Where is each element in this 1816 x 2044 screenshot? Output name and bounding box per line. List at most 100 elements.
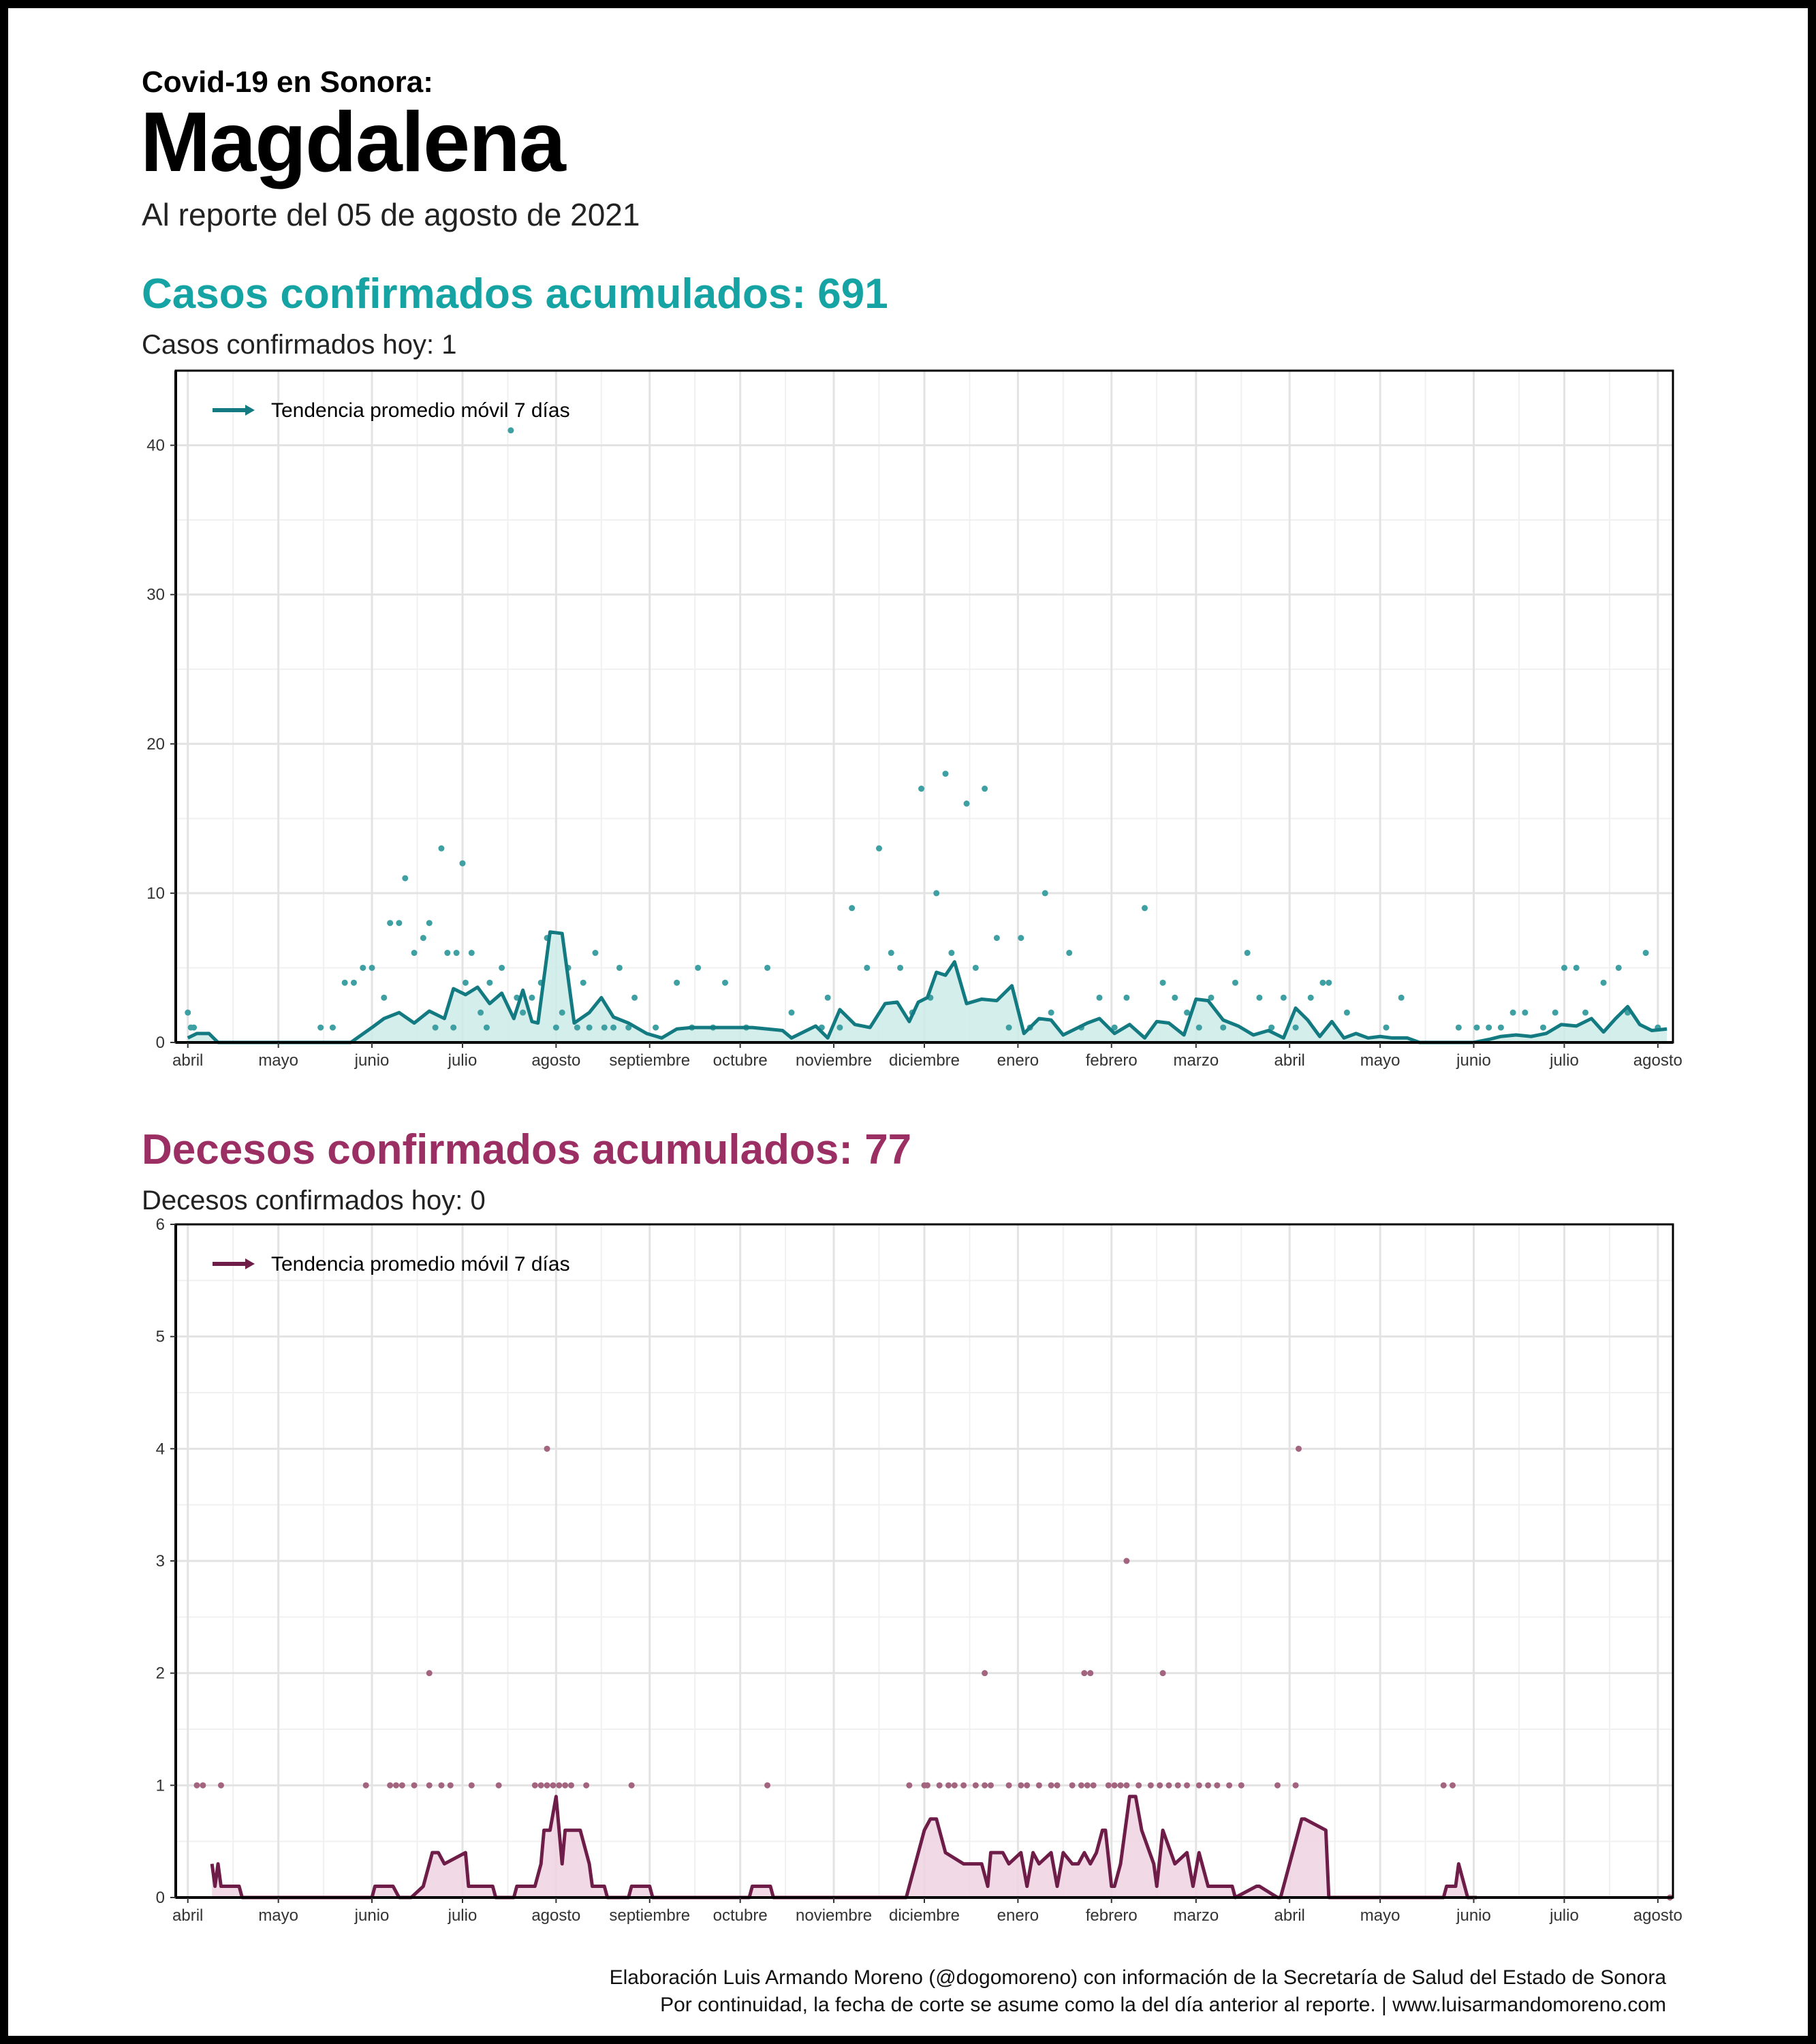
x-tick-label: noviembre	[796, 1906, 872, 1925]
data-point	[559, 1009, 565, 1016]
data-point	[544, 1782, 550, 1788]
trend-line	[210, 1795, 1477, 1900]
data-point	[628, 1782, 635, 1788]
data-point	[1208, 994, 1215, 1001]
y-tick-label: 3	[156, 1552, 165, 1570]
data-point	[948, 950, 955, 957]
data-point	[185, 1009, 191, 1016]
data-point	[951, 1782, 958, 1788]
data-point	[544, 1445, 550, 1452]
data-point	[329, 1024, 336, 1031]
data-point	[586, 1024, 593, 1031]
y-tick-label: 0	[156, 1889, 165, 1907]
data-point	[462, 979, 469, 986]
data-point	[450, 1024, 457, 1031]
data-point	[1307, 994, 1314, 1001]
data-point	[945, 1782, 952, 1788]
data-point	[674, 979, 680, 986]
data-point	[483, 1024, 490, 1031]
data-point	[963, 800, 970, 807]
data-point	[1383, 1024, 1390, 1031]
y-tick-label: 10	[146, 884, 165, 903]
data-point	[1117, 1782, 1124, 1788]
data-point	[453, 950, 460, 957]
cases-today: Casos confirmados hoy: 1	[142, 330, 457, 360]
data-point	[468, 950, 475, 957]
y-tick-label: 2	[156, 1664, 165, 1683]
cases-heading: Casos confirmados acumulados: 691	[142, 270, 888, 318]
legend-label: Tendencia promedio móvil 7 días	[271, 399, 570, 422]
data-point	[432, 1024, 439, 1031]
data-point	[191, 1024, 198, 1031]
data-point	[1486, 1024, 1492, 1031]
data-point	[1054, 1782, 1061, 1788]
data-point	[369, 964, 375, 971]
data-point	[960, 1782, 967, 1788]
x-tick-label: mayo	[258, 1906, 298, 1925]
data-point	[1159, 1670, 1166, 1677]
data-point	[1573, 964, 1580, 971]
data-point	[1256, 994, 1263, 1001]
data-point	[1005, 1782, 1012, 1788]
x-tick-label: abril	[172, 1051, 203, 1070]
data-point	[411, 950, 418, 957]
data-point	[580, 979, 586, 986]
x-tick-label: junio	[354, 1906, 390, 1925]
data-point	[942, 771, 949, 777]
data-point	[1141, 905, 1148, 912]
data-point	[1105, 1782, 1112, 1788]
data-point	[695, 964, 702, 971]
data-point	[1450, 1782, 1456, 1788]
data-point	[1090, 1782, 1097, 1788]
x-tick-label: agosto	[1633, 1051, 1682, 1070]
x-tick-label: julio	[448, 1906, 478, 1925]
data-point	[447, 1782, 454, 1788]
data-point	[438, 845, 445, 852]
data-point	[610, 1024, 617, 1031]
data-point	[1096, 994, 1103, 1001]
data-point	[444, 950, 451, 957]
data-point	[1232, 979, 1238, 986]
data-point	[836, 1024, 843, 1031]
data-point	[982, 786, 988, 792]
x-tick-label: febrero	[1086, 1051, 1138, 1070]
legend: Tendencia promedio móvil 7 días	[213, 399, 570, 422]
data-point	[529, 994, 535, 1001]
data-point	[1552, 1009, 1559, 1016]
data-point	[1066, 950, 1073, 957]
data-point	[495, 1782, 502, 1788]
data-point	[1087, 1670, 1094, 1677]
data-point	[341, 979, 348, 986]
data-point	[631, 994, 638, 1001]
data-point	[1522, 1009, 1529, 1016]
legend-arrow-icon	[245, 1258, 255, 1269]
kicker-title: Covid-19 en Sonora:	[142, 65, 433, 99]
y-tick-label: 1	[156, 1776, 165, 1795]
data-point	[1123, 1558, 1130, 1564]
x-tick-label: abril	[172, 1906, 203, 1925]
data-point	[420, 935, 426, 942]
data-point	[1184, 1782, 1191, 1788]
trend-area	[212, 1796, 1477, 1898]
data-point	[1582, 1009, 1588, 1016]
data-point	[1123, 1782, 1130, 1788]
data-point	[387, 1782, 394, 1788]
data-point	[972, 964, 979, 971]
data-point	[1157, 1782, 1163, 1788]
data-point	[556, 1782, 563, 1788]
data-point	[1214, 1782, 1221, 1788]
y-tick-label: 20	[146, 735, 165, 754]
cases-chart: 0 10 20 30 40 abril mayo junio julio agosto septie…	[146, 369, 1682, 1070]
data-point	[897, 964, 904, 971]
x-tick-label: octubre	[713, 1051, 768, 1070]
trend-area	[187, 931, 1668, 1042]
data-point	[574, 1024, 580, 1031]
data-point	[1018, 935, 1024, 942]
data-point	[499, 964, 505, 971]
data-point	[350, 979, 357, 986]
data-point	[1268, 1024, 1275, 1031]
data-point	[200, 1782, 206, 1788]
data-point	[1473, 1024, 1480, 1031]
data-point	[906, 1782, 913, 1788]
deaths-today: Decesos confirmados hoy: 0	[142, 1186, 486, 1215]
